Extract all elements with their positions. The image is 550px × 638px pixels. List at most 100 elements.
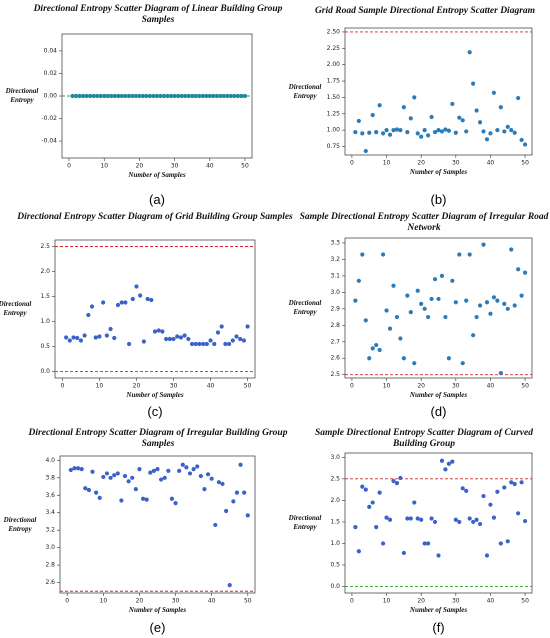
data-point [380, 541, 386, 546]
data-point [377, 490, 382, 495]
x-tick-label: 50 [241, 163, 249, 170]
data-point [422, 128, 427, 133]
data-point [130, 93, 135, 99]
data-point [439, 273, 445, 278]
data-point [195, 464, 200, 469]
data-point [220, 481, 225, 487]
data-point [464, 298, 469, 303]
data-point [104, 333, 109, 338]
y-tick-label: 3.6 [45, 492, 55, 499]
y-tick-label: 2.0 [40, 268, 50, 275]
plot-frame [59, 455, 256, 594]
y-tick-label: 2.9 [330, 305, 340, 312]
data-point [151, 468, 156, 473]
x-tick-label: 30 [452, 160, 460, 167]
data-point [176, 93, 181, 99]
x-tick-label: 10 [100, 163, 108, 170]
data-point [242, 93, 248, 99]
x-tick-label: 20 [417, 598, 425, 605]
plot-frame [54, 239, 256, 379]
data-point [166, 468, 171, 473]
y-tick-label: 2.5 [330, 475, 340, 482]
y-tick-label: 3.8 [45, 474, 55, 481]
x-tick-label: 10 [383, 598, 391, 605]
data-point [130, 475, 135, 480]
x-tick-label: 50 [521, 160, 529, 167]
data-point [398, 128, 403, 133]
data-point [238, 336, 243, 342]
data-point [187, 471, 193, 476]
data-point [158, 93, 163, 99]
data-point [464, 488, 469, 494]
data-point [401, 356, 406, 361]
data-point [70, 93, 75, 99]
data-point [71, 335, 76, 340]
x-axis-label: Number of Samples [126, 391, 184, 399]
data-point [377, 103, 382, 108]
data-point [484, 137, 490, 142]
y-axis-label: Directional Entropy [0, 300, 32, 317]
data-point [119, 498, 124, 503]
data-point [225, 93, 230, 99]
data-point [224, 508, 229, 514]
data-point [481, 129, 486, 134]
y-tick-label: 2.8 [330, 322, 340, 329]
chart-title: Sample Directional Entropy Scatter Diagr… [299, 212, 549, 233]
data-point [200, 93, 205, 99]
data-point [453, 517, 458, 522]
x-tick-label: 50 [244, 383, 252, 390]
data-point [367, 356, 372, 361]
x-tick-label: 50 [244, 598, 252, 605]
y-tick-label: 1.0 [40, 318, 50, 325]
data-point [495, 128, 500, 133]
data-point [412, 500, 417, 505]
data-point [88, 93, 93, 99]
data-point [184, 465, 189, 470]
data-point [77, 93, 82, 99]
y-tick-label: 1.25 [327, 110, 341, 117]
data-point [141, 339, 146, 344]
data-point [474, 108, 479, 113]
data-point [474, 314, 479, 320]
data-point [353, 298, 358, 303]
data-point [169, 496, 175, 501]
data-point [464, 129, 469, 134]
data-point [234, 334, 239, 339]
plot-frame [344, 237, 533, 379]
data-point [86, 487, 91, 493]
data-point [186, 336, 191, 342]
data-point [387, 132, 393, 137]
y-tick-label: 0.00 [44, 93, 58, 100]
data-point [83, 486, 88, 491]
data-point [412, 361, 417, 366]
chart-title: Directional Entropy Scatter Diagram of L… [33, 4, 283, 25]
data-point [175, 334, 180, 339]
data-point [95, 93, 100, 99]
data-point [405, 293, 410, 298]
data-point [401, 105, 406, 110]
data-point [432, 277, 438, 282]
y-tick-label: 3.2 [45, 527, 55, 534]
x-tick-label: 40 [208, 598, 216, 605]
data-point [145, 296, 150, 302]
data-point [453, 130, 458, 135]
data-point [75, 335, 80, 341]
data-point [144, 497, 149, 502]
data-point [214, 93, 219, 99]
data-point [380, 131, 386, 136]
data-point [183, 93, 188, 99]
data-point [201, 341, 206, 347]
data-point [384, 515, 389, 520]
y-tick-label: 0.75 [327, 143, 341, 150]
data-point [112, 93, 117, 99]
data-point [415, 131, 420, 136]
data-point [215, 330, 221, 335]
data-point [202, 487, 207, 492]
data-point [512, 130, 517, 135]
data-point [115, 302, 121, 308]
x-tick-label: 30 [170, 383, 178, 390]
data-point [204, 341, 209, 347]
data-point [436, 296, 441, 302]
data-point [498, 105, 503, 110]
data-point [97, 495, 102, 500]
